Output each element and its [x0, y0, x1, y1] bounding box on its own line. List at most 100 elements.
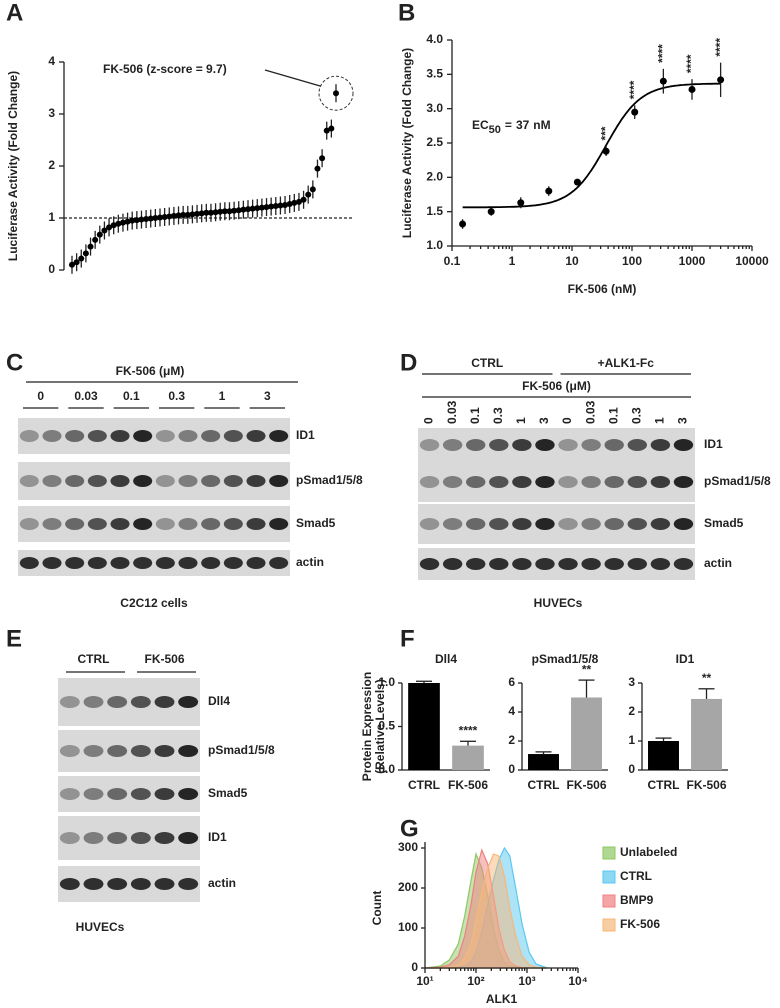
- dose-label: 0.1: [468, 407, 482, 424]
- blot-band: [627, 558, 647, 570]
- annotation: FK-506 (z-score = 9.7): [103, 62, 227, 76]
- dose-label: 0.03: [583, 400, 597, 424]
- data-point: [300, 196, 307, 203]
- blot-band: [65, 475, 85, 487]
- dose-label: 0.1: [606, 407, 620, 424]
- blot-band: [512, 439, 532, 451]
- blot-band: [269, 518, 289, 530]
- blot-band: [535, 518, 555, 530]
- data-point: [180, 211, 187, 218]
- ec50-annotation: EC50 = 37 nM: [472, 118, 551, 136]
- group-label: CTRL: [471, 356, 503, 370]
- blot-band: [269, 430, 289, 442]
- x-tick-label: 10000: [735, 254, 769, 268]
- data-point: [87, 243, 94, 250]
- blot-band: [155, 557, 175, 569]
- blot-band: [42, 518, 62, 530]
- panel-label: D: [400, 349, 417, 376]
- caption: C2C12 cells: [120, 596, 188, 610]
- data-point: [129, 217, 136, 224]
- bar: [571, 697, 602, 770]
- y-tick-label: 2: [508, 733, 515, 747]
- blot-band: [442, 439, 463, 451]
- data-point: [194, 210, 201, 217]
- blot-band: [627, 518, 647, 530]
- blot-band: [65, 557, 85, 569]
- dose-label: 0.03: [445, 400, 459, 424]
- blot-band: [442, 476, 463, 488]
- legend-label: Unlabeled: [620, 845, 677, 859]
- blot-band: [535, 476, 555, 488]
- blot-band: [489, 439, 509, 451]
- bar: [528, 754, 559, 770]
- x-tick-label: FK-506: [448, 778, 488, 792]
- y-tick-label: 2: [628, 704, 635, 718]
- blot-band: [154, 745, 175, 757]
- data-point: [314, 165, 321, 172]
- blot-band: [107, 832, 128, 844]
- blot-band: [269, 475, 289, 487]
- blot-band: [178, 557, 198, 569]
- blot-band: [83, 788, 104, 800]
- y-tick-label: 4: [508, 704, 515, 718]
- row-label: actin: [296, 555, 324, 569]
- blot-band: [133, 475, 153, 487]
- x-tick-label: 10²: [467, 974, 484, 988]
- data-point: [157, 214, 163, 221]
- blot-band: [269, 557, 289, 569]
- blot-band: [466, 476, 486, 488]
- row-label: pSmad1/5/8: [704, 474, 771, 488]
- data-point: [235, 207, 242, 214]
- blot-band: [59, 878, 80, 890]
- y-tick-label: 0: [48, 262, 55, 276]
- y-tick-label: 3.5: [426, 67, 443, 81]
- blot-band: [107, 696, 128, 708]
- data-point: [573, 178, 581, 186]
- blot-band: [512, 558, 532, 570]
- dose-label: 3: [537, 417, 551, 424]
- data-point: [161, 213, 168, 220]
- blot-band: [442, 558, 463, 570]
- blot-band: [673, 518, 694, 530]
- chart-title: pSmad1/5/8: [532, 652, 599, 666]
- significance: **: [702, 671, 712, 685]
- data-point: [282, 202, 289, 208]
- blot-band: [83, 696, 104, 708]
- bar: [452, 745, 484, 770]
- data-point: [245, 206, 251, 213]
- y-axis-label: Protein Expression: [360, 672, 374, 781]
- blot-band: [466, 439, 486, 451]
- legend-label: CTRL: [620, 869, 652, 883]
- blot-band: [581, 558, 601, 570]
- blot-strip: [58, 816, 200, 860]
- blot-band: [110, 557, 130, 569]
- blot-band: [650, 439, 671, 451]
- data-point: [166, 213, 173, 220]
- blot-band: [178, 745, 199, 757]
- significance: ****: [459, 723, 478, 737]
- blot-band: [110, 518, 130, 530]
- dose-label: 0.1: [123, 389, 140, 403]
- data-point: [254, 205, 261, 212]
- y-tick-label: 0: [628, 762, 635, 776]
- y-tick-label: 2.5: [426, 135, 443, 149]
- blot-strip: [58, 678, 200, 726]
- y-tick-label: 1: [48, 210, 55, 224]
- blot-band: [650, 518, 671, 530]
- blot-band: [130, 788, 151, 800]
- blot-band: [535, 439, 555, 451]
- data-point: [295, 198, 302, 205]
- blot-band: [627, 439, 647, 451]
- blot-band: [466, 558, 486, 570]
- significance: ***: [598, 126, 612, 140]
- row-label: Smad5: [296, 516, 336, 530]
- data-point: [545, 187, 553, 195]
- data-point: [309, 186, 316, 193]
- ec50-sub: 50: [489, 124, 501, 136]
- blot-band: [627, 476, 647, 488]
- blot-band: [419, 518, 440, 530]
- blot-strip: [418, 504, 695, 544]
- data-point: [277, 202, 284, 209]
- data-point: [487, 208, 495, 216]
- y-tick-label: 3.0: [426, 101, 443, 115]
